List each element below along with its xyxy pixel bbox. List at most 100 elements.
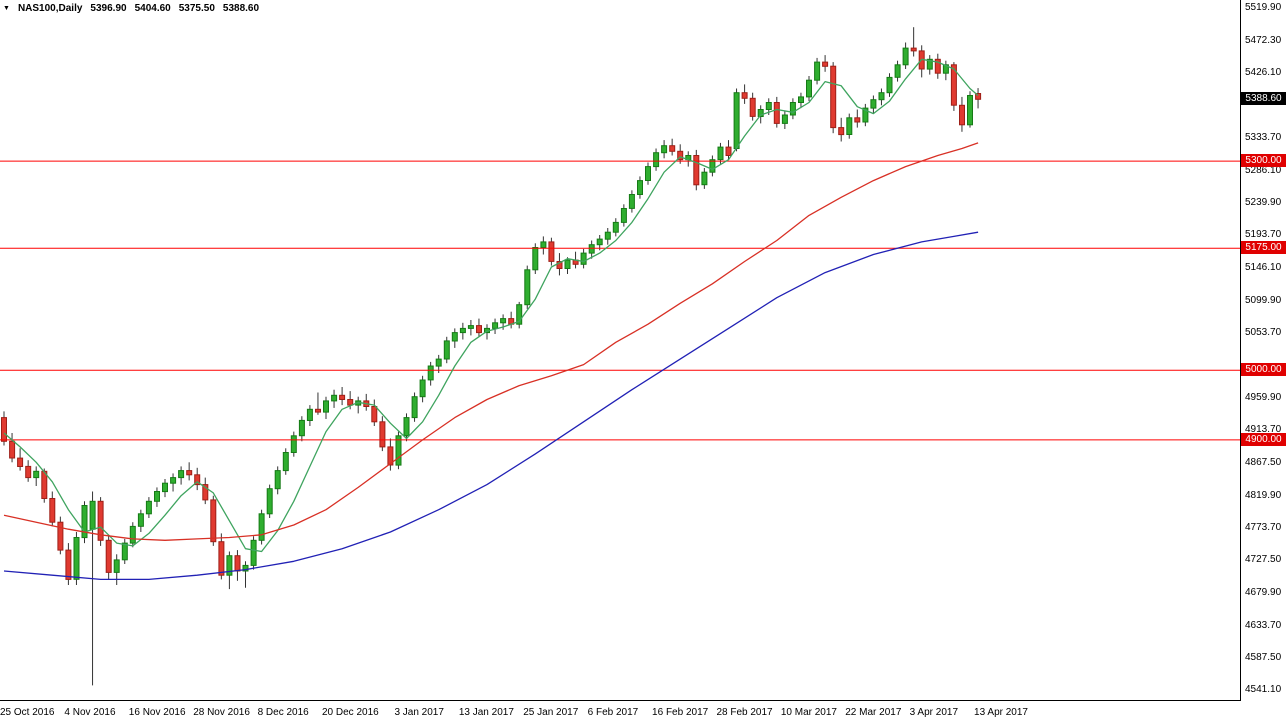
candle: [781, 114, 788, 124]
price-chart: [0, 27, 1240, 686]
candle: [959, 104, 965, 126]
candle: [942, 64, 949, 74]
candle: [838, 127, 845, 136]
x-axis-label: 25 Jan 2017: [523, 707, 579, 718]
candle: [564, 259, 571, 270]
candle: [73, 537, 80, 580]
candle: [476, 325, 482, 334]
y-axis-label: 5193.70: [1245, 229, 1282, 241]
candle: [870, 99, 877, 109]
candle: [202, 484, 209, 501]
candle: [339, 394, 346, 400]
legend-high: 5404.60: [134, 3, 171, 14]
candle: [226, 555, 233, 576]
candle: [556, 261, 563, 269]
candle: [725, 146, 732, 157]
symbol-legend: ▼ NAS100,Daily 5396.90 5404.60 5375.50 5…: [3, 3, 259, 14]
legend-close: 5388.60: [222, 3, 260, 14]
candle: [315, 408, 321, 413]
candle: [661, 145, 668, 154]
candle: [733, 92, 740, 149]
y-axis-label: 4819.90: [1245, 489, 1282, 501]
candle: [701, 171, 708, 186]
level-price-tag: 5300.00: [1241, 154, 1286, 168]
candle: [97, 500, 104, 541]
candle: [331, 394, 338, 402]
x-axis-label: 3 Jan 2017: [394, 707, 444, 718]
candle: [1, 417, 7, 442]
candle: [427, 365, 434, 381]
candle: [419, 379, 426, 398]
price-axis[interactable]: 5519.90 5472.30 5426.10 5333.70 5286.10 5239.…: [1241, 0, 1286, 701]
candle: [121, 542, 128, 561]
y-axis-label: 5286.10: [1245, 164, 1282, 176]
candle: [749, 97, 756, 117]
x-axis-label: 10 Mar 2017: [780, 707, 837, 718]
ma-lines-layer: [3, 58, 979, 581]
candle: [154, 491, 160, 502]
y-axis-label: 5146.10: [1245, 262, 1282, 274]
time-axis[interactable]: 25 Oct 2016 4 Nov 2016 16 Nov 2016 28 Nov 2…: [0, 701, 1286, 727]
candle: [242, 564, 249, 572]
candle: [886, 76, 893, 94]
candle: [798, 96, 804, 104]
candle: [822, 61, 829, 67]
candle: [669, 145, 676, 152]
y-axis-label: 5333.70: [1245, 131, 1282, 143]
candle: [950, 64, 957, 106]
candle: [282, 452, 289, 472]
candle: [57, 521, 64, 551]
candle: [65, 549, 72, 580]
y-axis-label: 4913.70: [1245, 424, 1282, 436]
x-axis-label: 8 Dec 2016: [257, 707, 309, 718]
level-price-tag: 5000.00: [1241, 363, 1286, 377]
candle: [347, 399, 354, 406]
candle: [596, 238, 603, 246]
ma-line-slow: [3, 231, 979, 581]
candle: [379, 421, 386, 448]
candle: [741, 92, 748, 99]
candle: [49, 498, 56, 523]
candle: [862, 107, 869, 123]
candle: [677, 150, 684, 161]
candle: [41, 470, 48, 499]
candle: [17, 457, 24, 468]
x-axis-label: 13 Apr 2017: [974, 707, 1028, 718]
candle: [637, 180, 643, 196]
candle: [403, 417, 410, 437]
candle: [387, 446, 394, 466]
candle: [789, 102, 796, 116]
ma-line-fast: [3, 58, 979, 553]
chart-marker-icon: ▼: [3, 4, 10, 12]
candle: [806, 79, 812, 98]
y-axis-label: 4867.50: [1245, 456, 1282, 468]
level-price-tag: 4900.00: [1241, 432, 1286, 446]
x-axis-label: 16 Feb 2017: [652, 707, 709, 718]
level-price-tag: 5175.00: [1241, 241, 1286, 255]
candle: [693, 155, 700, 186]
candle: [604, 231, 611, 240]
candle: [894, 64, 901, 78]
candle: [395, 435, 402, 466]
candle: [371, 406, 378, 423]
candle: [210, 499, 217, 543]
candle: [709, 159, 716, 173]
candle: [186, 470, 193, 476]
candle: [467, 325, 474, 329]
candle: [9, 440, 16, 459]
candle: [628, 194, 635, 209]
candle: [492, 322, 499, 329]
plot-area[interactable]: ▼ NAS100,Daily 5396.90 5404.60 5375.50 5…: [0, 0, 1241, 701]
candle: [218, 541, 225, 576]
candle: [830, 65, 837, 129]
candle: [500, 318, 507, 324]
x-axis-label: 4 Nov 2016: [64, 707, 116, 718]
candle: [975, 93, 982, 100]
candle: [435, 358, 442, 367]
candle: [323, 400, 329, 413]
candle: [516, 304, 523, 325]
candle: [145, 500, 152, 515]
candle: [81, 505, 88, 539]
legend-open: 5396.90: [90, 3, 127, 14]
